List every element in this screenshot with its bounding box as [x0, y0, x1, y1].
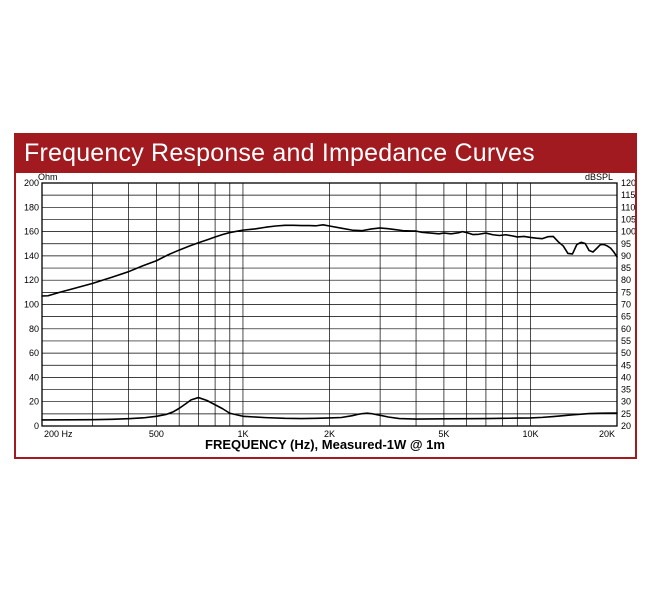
right-tick-label: 90 [621, 251, 631, 261]
right-tick-label: 65 [621, 312, 631, 322]
left-tick-label: 180 [24, 202, 39, 212]
x-axis-ticks: 200 Hz 500 1K 2K 5K 10K 20K [44, 429, 615, 439]
x-tick-label: 20K [599, 429, 615, 439]
left-axis-ticks: 0 20 40 60 80 100 120 140 160 180 200 [24, 178, 39, 431]
frequency-response-curve [41, 224, 618, 297]
impedance-curve [41, 396, 618, 421]
left-tick-label: 80 [29, 324, 39, 334]
right-tick-label: 80 [621, 275, 631, 285]
right-tick-label: 35 [621, 385, 631, 395]
right-axis-ticks: 20 25 30 35 40 45 50 55 60 65 70 75 80 85 90 95 100 105 11… [621, 178, 635, 431]
left-tick-label: 20 [29, 397, 39, 407]
plot-border [41, 182, 618, 427]
curves [41, 224, 618, 421]
chart-frame: Frequency Response and Impedance Curves … [14, 133, 637, 459]
right-tick-label: 20 [621, 421, 631, 431]
right-tick-label: 45 [621, 360, 631, 370]
right-tick-label: 50 [621, 348, 631, 358]
chart-svg: 0 20 40 60 80 100 120 140 160 180 200 20 25 30 35 40 45… [24, 172, 635, 452]
left-tick-label: 40 [29, 372, 39, 382]
x-tick-label: 10K [522, 429, 538, 439]
left-tick-label: 160 [24, 227, 39, 237]
x-tick-label: 2K [324, 429, 335, 439]
right-tick-label: 95 [621, 239, 631, 249]
right-tick-label: 75 [621, 287, 631, 297]
right-tick-label: 85 [621, 263, 631, 273]
right-tick-label: 55 [621, 336, 631, 346]
right-tick-label: 115 [621, 190, 635, 200]
left-tick-label: 120 [24, 275, 39, 285]
title-banner: Frequency Response and Impedance Curves [16, 135, 635, 173]
x-tick-label: 1K [237, 429, 248, 439]
right-tick-label: 70 [621, 300, 631, 310]
right-tick-label: 40 [621, 372, 631, 382]
chart-title: Frequency Response and Impedance Curves [24, 139, 535, 167]
right-tick-label: 25 [621, 409, 631, 419]
x-axis-label: FREQUENCY (Hz), Measured-1W @ 1m [205, 437, 445, 452]
left-axis-unit: Ohm [38, 172, 58, 182]
right-tick-label: 120 [621, 178, 635, 188]
x-tick-label: 500 [149, 429, 164, 439]
left-tick-label: 200 [24, 178, 39, 188]
right-tick-label: 105 [621, 214, 635, 224]
x-tick-label: 200 Hz [44, 429, 73, 439]
right-tick-label: 60 [621, 324, 631, 334]
right-tick-label: 30 [621, 397, 631, 407]
grid [41, 182, 618, 427]
right-axis-unit: dBSPL [585, 172, 613, 182]
left-tick-label: 60 [29, 348, 39, 358]
left-tick-label: 140 [24, 251, 39, 261]
left-tick-label: 0 [34, 421, 39, 431]
right-tick-label: 110 [621, 202, 635, 212]
right-tick-label: 100 [621, 227, 635, 237]
left-tick-label: 100 [24, 300, 39, 310]
x-tick-label: 5K [438, 429, 449, 439]
